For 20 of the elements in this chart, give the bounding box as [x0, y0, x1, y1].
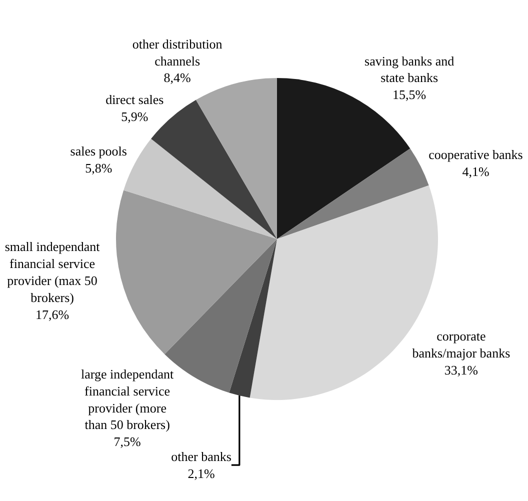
- slice-label: direct sales: [106, 92, 164, 108]
- data-label: 4,1%: [462, 164, 490, 180]
- data-label: 17,6%: [36, 306, 70, 322]
- data-label: 2,1%: [188, 466, 215, 482]
- pie-slice: [229, 239, 277, 398]
- pie-slice: [277, 148, 429, 239]
- slice-label: other banks: [171, 449, 232, 464]
- slice-label: cooperative banks: [428, 147, 523, 162]
- data-label: 5,9%: [121, 109, 148, 124]
- data-label: 15,5%: [392, 87, 426, 102]
- data-label: 33,1%: [444, 362, 478, 378]
- slice-label: saving banks and state banks: [364, 53, 455, 86]
- slice-label: large independant financial service provider (more than 50 brokers): [81, 366, 174, 432]
- slice-label: other distribution channels: [132, 36, 223, 68]
- slice-label: corporate banks/major banks: [412, 328, 510, 360]
- data-label: 8,4%: [164, 70, 192, 86]
- slice-label: small independant financial service provider (max 50 brokers): [4, 239, 100, 305]
- data-label: 5,8%: [85, 160, 112, 176]
- data-label: 7,5%: [114, 434, 142, 450]
- slice-label: sales pools: [70, 144, 127, 159]
